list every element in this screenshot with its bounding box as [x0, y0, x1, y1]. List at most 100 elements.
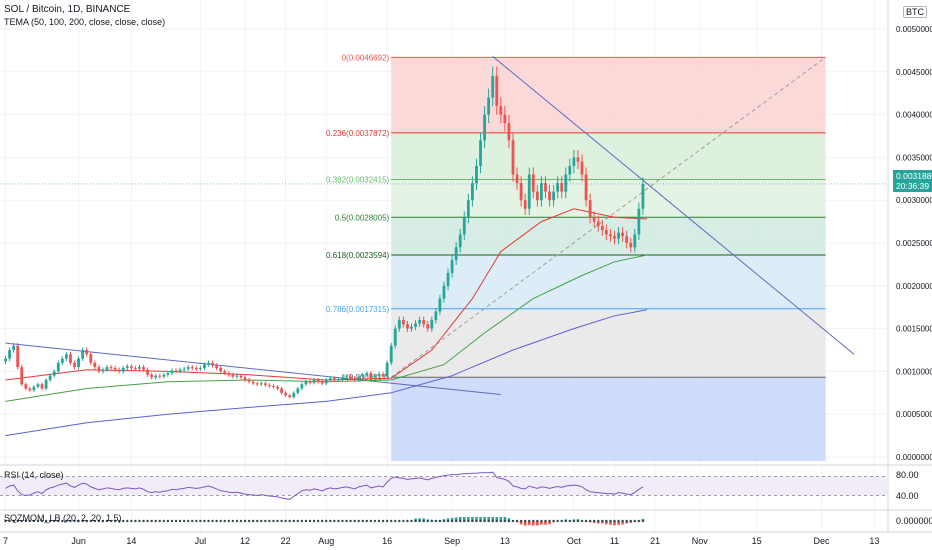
- squeeze-dot: [272, 519, 275, 523]
- squeeze-dot: [284, 519, 287, 523]
- squeeze-dot: [564, 519, 567, 523]
- candle-body: [503, 114, 507, 124]
- candle-body: [568, 165, 572, 175]
- squeeze-bar: [544, 521, 547, 525]
- candle-body: [304, 381, 308, 385]
- candle-body: [345, 376, 348, 378]
- squeeze-dot: [178, 519, 182, 523]
- squeeze-bar: [609, 521, 612, 525]
- candle-body: [300, 384, 304, 389]
- squeeze-bar: [450, 517, 454, 522]
- squeeze-dot: [239, 519, 243, 523]
- candle-body: [52, 371, 56, 376]
- squeeze-bar: [621, 521, 624, 525]
- squeeze-dot: [394, 519, 397, 523]
- squeeze-dot: [402, 519, 405, 523]
- squeeze-dot: [243, 519, 247, 523]
- squeeze-dot: [617, 519, 620, 523]
- candle-body: [438, 298, 442, 312]
- candle-body: [20, 367, 24, 385]
- candle-body: [572, 157, 576, 166]
- candle-body: [466, 200, 470, 218]
- candle-body: [65, 354, 68, 359]
- candle-body: [48, 375, 52, 380]
- candle-body: [519, 183, 523, 201]
- squeeze-dot: [475, 519, 478, 523]
- axes: 0.0000000 0.0005000 0.0010000 0.0015000 0.00…: [3, 25, 932, 546]
- candle-body: [491, 76, 495, 98]
- squeeze-dot: [515, 519, 519, 523]
- squeeze-bar: [540, 521, 543, 525]
- squeeze-dot: [146, 519, 149, 523]
- x-tick-label: 16: [382, 536, 392, 546]
- y-tick-label: 0.0020000: [896, 282, 932, 291]
- squeeze-bar: [503, 517, 507, 522]
- squeeze-dot: [540, 519, 543, 523]
- squeeze-bar: [487, 517, 490, 522]
- squeeze-dot: [81, 519, 84, 523]
- candle-body: [320, 381, 324, 384]
- candle-body: [377, 373, 381, 376]
- rsi-band: [0, 476, 888, 496]
- squeeze-dot: [170, 519, 174, 523]
- candle-body: [332, 378, 336, 380]
- squeeze-bar: [523, 521, 527, 526]
- squeeze-dot: [418, 519, 421, 523]
- x-tick-label: 7: [3, 536, 8, 546]
- squeeze-dot: [219, 519, 222, 523]
- candle-body: [381, 373, 385, 377]
- candle-body: [495, 76, 499, 107]
- candle-body: [450, 260, 454, 273]
- candle-body: [600, 225, 604, 231]
- candle-body: [44, 379, 48, 389]
- candle-body: [263, 383, 267, 386]
- squeeze-dot: [256, 519, 259, 523]
- squeeze-dot: [61, 519, 64, 523]
- squeeze-dot: [276, 519, 279, 523]
- candle-body: [117, 369, 121, 372]
- candle-body: [442, 285, 446, 299]
- squeeze-dot: [548, 519, 551, 523]
- fibonacci-retracement[interactable]: 0(0.0046692) 0.236(0.0037872) 0.382(0.0032…: [326, 53, 826, 461]
- candle-body: [259, 383, 263, 385]
- squeeze-dot: [138, 519, 141, 523]
- candle-body: [186, 367, 190, 369]
- candle-body: [316, 379, 320, 382]
- squeeze-dot: [507, 519, 511, 523]
- fib-level-label: 0.236(0.0037872): [326, 129, 390, 138]
- candle-body: [507, 123, 511, 141]
- candle-body: [255, 383, 259, 385]
- candle-body: [288, 395, 292, 398]
- candle-body: [251, 381, 255, 384]
- rsi-level-upper: 80.00: [896, 470, 919, 480]
- candle-body: [150, 374, 154, 378]
- fib-level-label: 0.5(0.0028005): [335, 213, 390, 222]
- squeeze-dot: [113, 519, 117, 523]
- candle-body: [146, 369, 149, 375]
- x-tick-label: 15: [752, 536, 762, 546]
- squeeze-dot: [109, 519, 113, 523]
- squeeze-dot: [381, 519, 385, 523]
- tema-line-2: [5, 254, 648, 402]
- squeeze-dot: [280, 519, 283, 523]
- price-tag-value: 0.0031880: [896, 171, 932, 181]
- squeeze-dot: [341, 519, 344, 523]
- squeeze-dot: [450, 519, 454, 523]
- squeeze-bar: [625, 521, 628, 524]
- squeeze-dot: [174, 519, 178, 523]
- candle-body: [337, 379, 340, 381]
- candle-body: [641, 183, 645, 209]
- candle-body: [215, 365, 219, 368]
- squeeze-dot: [162, 519, 166, 523]
- squeeze-dot: [357, 519, 360, 523]
- squeeze-bar: [536, 521, 539, 526]
- candle-body: [540, 183, 543, 201]
- squeeze-dot: [633, 519, 636, 523]
- candle-body: [138, 367, 141, 369]
- squeeze-dot: [211, 519, 214, 523]
- squeeze-dot: [532, 519, 535, 523]
- squeeze-dot: [369, 519, 373, 523]
- squeeze-dot: [191, 519, 194, 523]
- rsi-line: [5, 471, 644, 500]
